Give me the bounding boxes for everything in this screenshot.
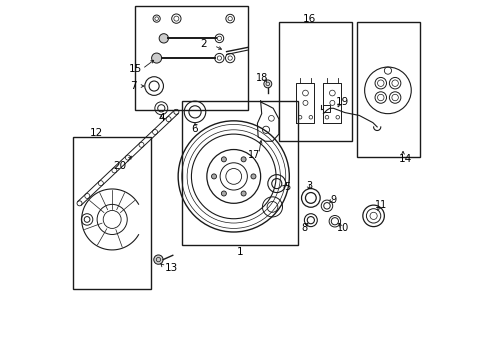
Text: 2: 2 [200, 40, 206, 49]
Bar [135, 6, 247, 110]
Text: 9: 9 [330, 195, 336, 205]
Circle shape [221, 191, 226, 196]
Circle shape [241, 191, 245, 196]
Text: 17: 17 [247, 150, 260, 160]
Text: 15: 15 [128, 64, 142, 74]
Bar [357, 22, 419, 157]
Text: 13: 13 [164, 263, 177, 273]
Bar [73, 137, 151, 289]
Text: 3: 3 [305, 181, 311, 191]
Circle shape [211, 174, 216, 179]
Text: 19: 19 [335, 97, 348, 107]
Text: 4: 4 [158, 113, 164, 123]
Circle shape [250, 174, 255, 179]
Text: 16: 16 [302, 14, 315, 24]
Circle shape [241, 157, 245, 162]
Text: 7: 7 [130, 81, 136, 91]
Bar [322, 105, 329, 112]
Circle shape [221, 157, 226, 162]
Text: 1: 1 [236, 247, 243, 257]
Circle shape [264, 80, 271, 88]
Bar [182, 101, 298, 244]
Bar [278, 22, 351, 140]
Text: 12: 12 [89, 128, 102, 138]
Circle shape [151, 53, 162, 63]
Text: 20: 20 [113, 161, 126, 171]
Text: 8: 8 [300, 223, 306, 233]
Text: 10: 10 [336, 224, 348, 233]
Circle shape [153, 255, 163, 264]
Text: 5: 5 [284, 182, 290, 192]
Circle shape [159, 34, 168, 43]
Text: 11: 11 [374, 200, 386, 210]
Text: 18: 18 [255, 73, 267, 83]
Text: 14: 14 [398, 154, 411, 164]
Text: 6: 6 [191, 124, 198, 134]
